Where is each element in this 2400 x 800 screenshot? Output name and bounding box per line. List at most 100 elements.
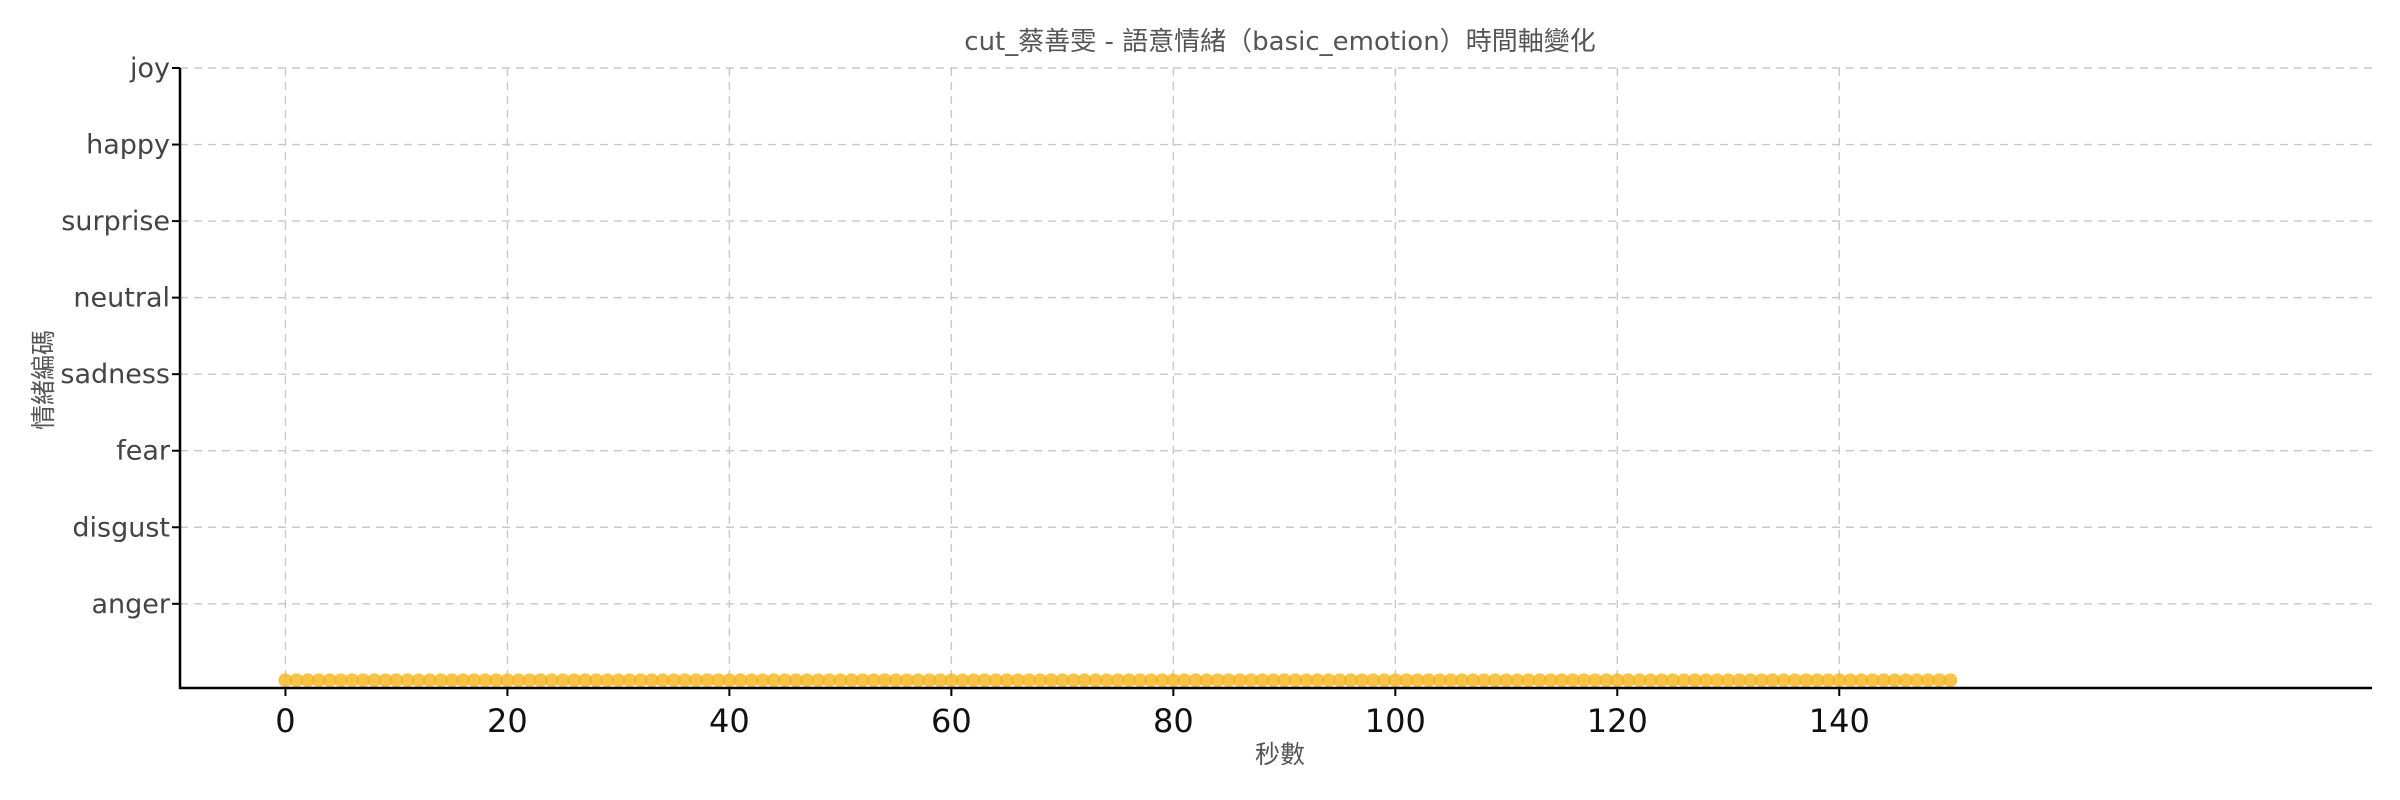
data-point	[389, 673, 404, 688]
data-point	[289, 673, 304, 688]
data-point	[844, 673, 859, 688]
data-point	[1010, 673, 1025, 688]
data-point	[1576, 673, 1591, 688]
data-point	[1754, 673, 1769, 688]
data-point	[1055, 673, 1070, 688]
data-point	[922, 673, 937, 688]
data-point	[1166, 673, 1181, 688]
data-point	[933, 673, 948, 688]
data-point	[766, 673, 781, 688]
data-point	[1066, 673, 1081, 688]
data-point	[1210, 673, 1225, 688]
data-point	[1665, 673, 1680, 688]
grid-lines	[180, 67, 2372, 688]
data-point	[322, 673, 337, 688]
data-point	[977, 673, 992, 688]
data-point	[1321, 673, 1336, 688]
data-point	[1221, 673, 1236, 688]
data-point	[777, 673, 792, 688]
data-point	[988, 673, 1003, 688]
data-point	[1643, 673, 1658, 688]
data-point	[1510, 673, 1525, 688]
data-point	[899, 673, 914, 688]
data-point	[1266, 673, 1281, 688]
data-point	[600, 673, 615, 688]
data-point	[1876, 673, 1891, 688]
data-point	[356, 673, 371, 688]
data-point	[456, 673, 471, 688]
data-point	[800, 673, 815, 688]
data-point	[1721, 673, 1736, 688]
data-point	[467, 673, 482, 688]
data-point	[1898, 673, 1913, 688]
data-point	[888, 673, 903, 688]
y-tick-label: happy	[86, 130, 170, 161]
x-tick-label: 100	[1365, 702, 1426, 740]
data-point	[611, 673, 626, 688]
data-point	[855, 673, 870, 688]
data-point	[633, 673, 648, 688]
data-point	[744, 673, 759, 688]
data-points	[278, 673, 1958, 688]
data-point	[1022, 673, 1037, 688]
data-point	[788, 673, 803, 688]
data-point	[1687, 673, 1702, 688]
data-point	[1244, 673, 1259, 688]
data-point	[1909, 673, 1924, 688]
data-point	[877, 673, 892, 688]
data-point	[1810, 673, 1825, 688]
data-point	[1532, 673, 1547, 688]
data-point	[1466, 673, 1481, 688]
data-point	[1654, 673, 1669, 688]
data-point	[1588, 673, 1603, 688]
data-point	[689, 673, 704, 688]
data-point	[1832, 673, 1847, 688]
data-point	[622, 673, 637, 688]
data-point	[1188, 673, 1203, 688]
y-tick-label: joy	[129, 53, 170, 84]
data-point	[1110, 673, 1125, 688]
data-point	[500, 673, 515, 688]
y-axis-ticks: anger disgust fear sadness neutral surprise ha…	[60, 53, 180, 620]
data-point	[422, 673, 437, 688]
x-tick-label: 120	[1587, 702, 1648, 740]
data-point	[555, 673, 570, 688]
data-point	[378, 673, 393, 688]
data-point	[1432, 673, 1447, 688]
data-point	[1843, 673, 1858, 688]
x-axis-ticks: 0 20 40 60 80 100 120 140	[275, 688, 1870, 740]
data-point	[433, 673, 448, 688]
x-tick-label: 60	[931, 702, 972, 740]
chart-title: cut_蔡善雯 - 語意情緒（basic_emotion）時間軸變化	[964, 27, 1595, 57]
axes	[178, 68, 2372, 690]
data-point	[578, 673, 593, 688]
data-point	[1743, 673, 1758, 688]
data-point	[1765, 673, 1780, 688]
data-point	[1676, 673, 1691, 688]
data-point	[1599, 673, 1614, 688]
data-point	[1077, 673, 1092, 688]
y-tick-label: surprise	[61, 206, 170, 237]
data-point	[511, 673, 526, 688]
data-point	[478, 673, 493, 688]
data-point	[655, 673, 670, 688]
data-point	[1033, 673, 1048, 688]
data-point	[1310, 673, 1325, 688]
data-point	[1943, 673, 1958, 688]
data-point	[700, 673, 715, 688]
data-point	[1521, 673, 1536, 688]
data-point	[1488, 673, 1503, 688]
data-point	[755, 673, 770, 688]
data-point	[1621, 673, 1636, 688]
data-point	[955, 673, 970, 688]
x-tick-label: 80	[1153, 702, 1194, 740]
data-point	[1155, 673, 1170, 688]
y-tick-label: fear	[116, 436, 171, 467]
data-point	[1854, 673, 1869, 688]
y-tick-label: sadness	[60, 359, 170, 390]
data-point	[1133, 673, 1148, 688]
data-point	[1121, 673, 1136, 688]
data-point	[544, 673, 559, 688]
data-point	[1377, 673, 1392, 688]
